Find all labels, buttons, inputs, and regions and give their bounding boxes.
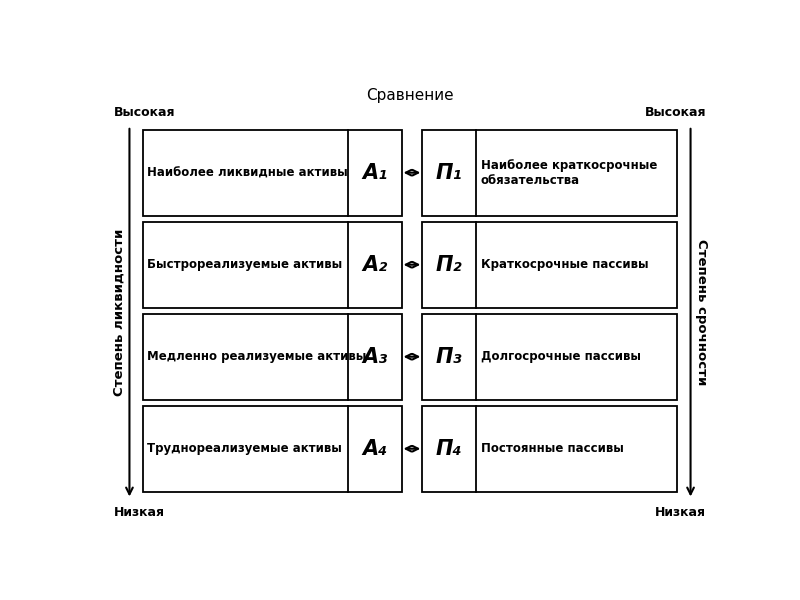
Text: Краткосрочные пассивы: Краткосрочные пассивы: [481, 258, 648, 271]
Text: Наиболее краткосрочные
обязательства: Наиболее краткосрочные обязательства: [481, 158, 657, 187]
Text: А₂: А₂: [362, 254, 388, 275]
Text: Труднореализуемые активы: Труднореализуемые активы: [147, 442, 342, 455]
Bar: [422, 406, 678, 491]
Text: Постоянные пассивы: Постоянные пассивы: [481, 442, 623, 455]
Text: Быстрореализуемые активы: Быстрореализуемые активы: [147, 258, 342, 271]
Text: А₄: А₄: [362, 439, 388, 459]
Text: Медленно реализуемые активы: Медленно реализуемые активы: [147, 350, 366, 363]
Text: П₂: П₂: [435, 254, 462, 275]
Text: Высокая: Высокая: [645, 106, 706, 119]
Text: А₃: А₃: [362, 347, 388, 367]
Bar: [422, 130, 678, 215]
Text: Низкая: Низкая: [655, 506, 706, 519]
Text: А₁: А₁: [362, 163, 388, 182]
Text: П₃: П₃: [435, 347, 462, 367]
Text: Низкая: Низкая: [114, 506, 165, 519]
Bar: [422, 314, 678, 400]
Text: Высокая: Высокая: [114, 106, 175, 119]
Text: Сравнение: Сравнение: [366, 88, 454, 103]
Text: Степень срочности: Степень срочности: [695, 239, 708, 386]
Text: Наиболее ликвидные активы: Наиболее ликвидные активы: [147, 166, 348, 179]
Bar: [142, 406, 402, 491]
Bar: [142, 130, 402, 215]
Text: П₁: П₁: [435, 163, 462, 182]
Bar: [142, 222, 402, 308]
Bar: [422, 222, 678, 308]
Text: Степень ликвидности: Степень ликвидности: [112, 229, 125, 397]
Text: П₄: П₄: [435, 439, 462, 459]
Bar: [142, 314, 402, 400]
Text: Долгосрочные пассивы: Долгосрочные пассивы: [481, 350, 641, 363]
